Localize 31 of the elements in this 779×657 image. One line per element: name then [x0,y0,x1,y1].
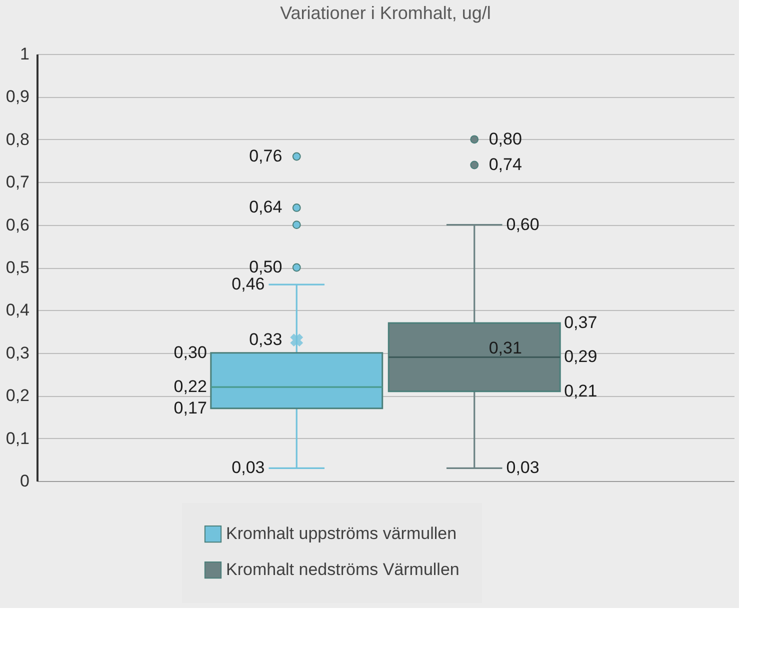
y-tick-label: 0 [20,472,30,490]
annotation: 0,22 [174,377,207,396]
y-tick-label: 0,4 [6,300,30,320]
y-tick-label: 0,9 [6,87,30,106]
y-tick-label: 0,1 [6,428,30,448]
y-tick-label: 1 [20,44,30,64]
annotation: 0,30 [174,342,207,362]
annotation: 0,80 [488,129,522,148]
chart-title: Variationer i Kromhalt, ug/l [280,3,491,23]
annotation: 0,74 [488,155,522,174]
y-tick-label: 0,8 [6,130,30,149]
y-tick-label: 0,5 [6,258,30,277]
annotation: 0,29 [564,347,598,366]
y-tick-label: 0,7 [6,172,30,192]
annotation: 0,46 [232,274,265,294]
annotation: 0,76 [249,146,282,166]
annotation: 0,03 [232,458,265,478]
annotation: 0,33 [249,330,282,350]
legend-label: Kromhalt nedströms Värmullen [226,560,460,579]
annotation: 0,64 [249,198,282,217]
annotation: 0,60 [506,214,540,234]
y-tick-label: 0,2 [6,386,30,406]
y-tick-label: 0,6 [6,215,30,234]
annotation: 0,17 [174,398,207,418]
annotation: 0,37 [564,313,598,332]
legend-label: Kromhalt uppströms värmullen [226,524,457,543]
annotation: 0,03 [506,458,540,478]
annotation: 0,21 [564,381,598,400]
y-tick-label: 0,3 [6,343,30,362]
annotation: 0,31 [488,338,522,358]
annotation: 0,50 [249,258,282,276]
